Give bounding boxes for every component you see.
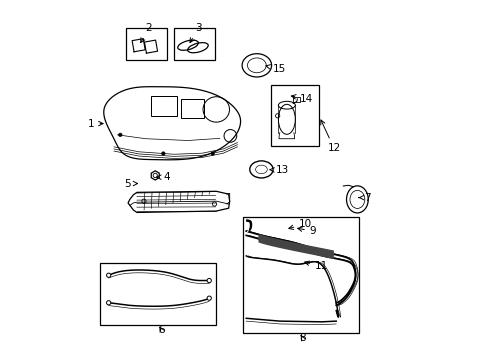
Circle shape [106, 273, 111, 277]
Text: 14: 14 [291, 94, 313, 104]
Text: 8: 8 [299, 333, 305, 343]
Polygon shape [103, 87, 240, 160]
Text: 15: 15 [265, 64, 285, 74]
Text: 11: 11 [304, 261, 327, 271]
Bar [151, 96, 177, 117]
Bar [126, 28, 166, 60]
Text: 6: 6 [158, 325, 164, 335]
Circle shape [106, 301, 111, 305]
Bar [293, 98, 299, 102]
Text: 3: 3 [190, 23, 202, 42]
Text: 9: 9 [297, 226, 316, 236]
Text: 1: 1 [88, 118, 103, 129]
Bar [100, 263, 216, 325]
Circle shape [161, 152, 165, 155]
Text: 7: 7 [358, 193, 370, 203]
Bar [181, 99, 203, 118]
Circle shape [207, 278, 211, 283]
Text: 4: 4 [156, 172, 170, 182]
Text: 2: 2 [141, 23, 152, 42]
Circle shape [118, 133, 122, 136]
Text: 10: 10 [288, 219, 312, 229]
Text: 13: 13 [269, 166, 289, 175]
Circle shape [210, 152, 214, 155]
Bar [270, 85, 318, 147]
Text: 5: 5 [124, 179, 137, 189]
Polygon shape [128, 191, 229, 212]
Text: 12: 12 [320, 120, 340, 153]
Bar [174, 28, 214, 60]
Bar [242, 217, 358, 333]
Circle shape [207, 296, 211, 300]
